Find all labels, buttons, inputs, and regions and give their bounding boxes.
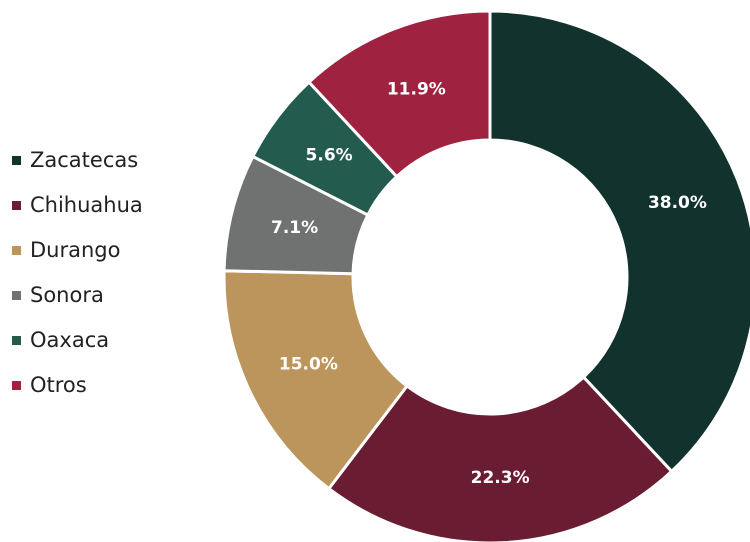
legend-swatch — [12, 381, 21, 390]
value-label: 15.0% — [279, 354, 338, 374]
legend-swatch — [12, 291, 21, 300]
legend-label: Chihuahua — [30, 193, 143, 217]
slice — [306, 9, 492, 179]
legend-label: Durango — [30, 238, 120, 262]
legend-label: Zacatecas — [30, 148, 138, 172]
legend-swatch — [12, 156, 21, 165]
legend-swatch — [12, 336, 21, 345]
value-label: 7.1% — [271, 218, 318, 238]
value-label: 5.6% — [306, 146, 353, 166]
value-label: 22.3% — [471, 468, 530, 488]
legend-swatch — [12, 246, 21, 255]
slice — [326, 374, 674, 542]
legend-label: Oaxaca — [30, 328, 109, 352]
slice — [488, 9, 750, 474]
legend-swatch — [12, 201, 21, 210]
legend-label: Sonora — [30, 283, 104, 307]
value-label: 38.0% — [648, 193, 707, 213]
value-label: 11.9% — [387, 79, 446, 99]
legend-label: Otros — [30, 373, 87, 397]
slice — [222, 269, 410, 491]
